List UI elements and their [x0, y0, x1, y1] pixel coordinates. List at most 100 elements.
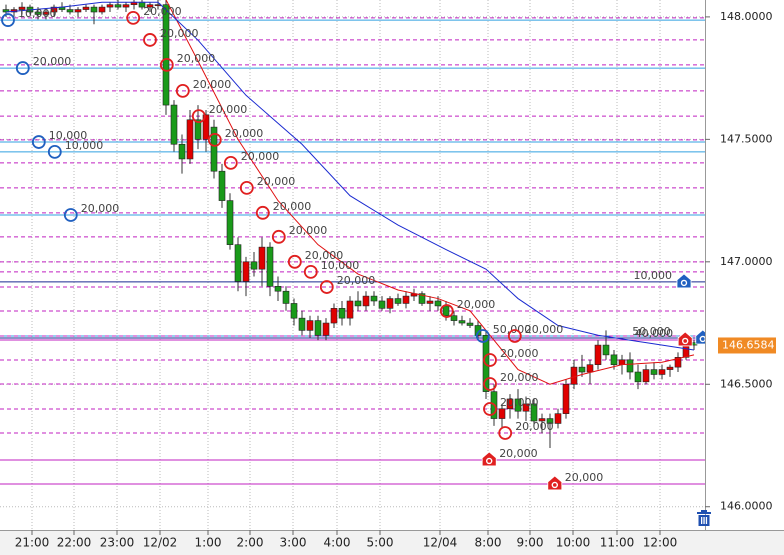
last-price-label: 146.6584 [722, 338, 775, 351]
candle-body [554, 413, 562, 424]
order-marker [483, 402, 497, 416]
candle-body [226, 200, 234, 245]
order-marker [1, 13, 15, 27]
candle-body [378, 300, 386, 309]
order-marker [498, 426, 513, 440]
x-tick-label: 4:00 [324, 536, 351, 550]
candle-body [98, 6, 106, 13]
pending-label: 50,000 [632, 325, 671, 338]
candle-body [570, 366, 578, 385]
candle-body [146, 4, 154, 8]
candle-body [330, 308, 338, 324]
candle-body [50, 6, 58, 13]
candle-body [322, 322, 330, 336]
candle-body [362, 295, 370, 307]
order-marker [483, 377, 497, 391]
candle-body [42, 11, 50, 15]
order-label: 20,000 [515, 420, 554, 433]
order-marker [15, 61, 30, 75]
candle-body [386, 298, 394, 309]
axes: 148.0000 147.5000 147.0000 146.5000 146.0000… [15, 10, 776, 550]
order-marker [175, 83, 190, 98]
candle-body [418, 293, 426, 304]
order-label: 20,000 [525, 323, 564, 336]
x-tick-label: 5:00 [367, 536, 394, 550]
order-marker [191, 109, 206, 123]
x-tick-label: 10:00 [556, 536, 591, 550]
x-tick-label: 12:00 [643, 536, 678, 550]
order-label: 20,000 [500, 371, 539, 384]
x-tick-label: 12/04 [423, 536, 458, 550]
candle-body [402, 295, 410, 304]
candle-body [514, 398, 522, 412]
candle-body [498, 408, 506, 419]
order-label: 10,000 [321, 259, 360, 272]
candle-body [442, 305, 450, 316]
candle-body [290, 303, 298, 319]
order-marker [239, 180, 254, 195]
x-tick-label: 12/02 [143, 536, 178, 550]
candle-body [530, 403, 538, 422]
order-label: 10,000 [49, 129, 88, 142]
x-tick-label: 8:00 [475, 536, 502, 550]
x-tick-label: 21:00 [15, 536, 50, 550]
order-label: 20,000 [160, 27, 199, 40]
candle-body [546, 418, 554, 424]
y-tick-label: 146.5000 [720, 377, 773, 390]
order-marker [47, 144, 62, 159]
candle-body [338, 308, 346, 319]
candle-body [450, 315, 458, 321]
order-label: 10,000 [65, 139, 104, 152]
candle-body [610, 354, 618, 365]
candle-body [186, 119, 194, 160]
order-marker [319, 280, 334, 294]
candle-body [202, 114, 210, 140]
candle-body [626, 359, 634, 373]
order-label: 20,000 [177, 52, 216, 65]
order-marker [126, 10, 141, 25]
order-label: 20,000 [500, 396, 539, 409]
candle-body [562, 383, 570, 414]
candle-body [242, 261, 250, 282]
order-label: 10,000 [18, 7, 57, 20]
candle-body [194, 119, 202, 140]
candle-body [178, 143, 186, 160]
candle-body [674, 357, 682, 368]
trash-icon[interactable] [697, 510, 711, 526]
pending-label: 20,000 [499, 447, 538, 460]
y-tick-label: 147.5000 [720, 132, 773, 145]
x-tick-label: 22:00 [57, 536, 92, 550]
x-tick-label: 23:00 [100, 536, 135, 550]
last-price-box [718, 337, 776, 354]
order-label: 20,000 [241, 150, 279, 163]
moving-average [165, 0, 695, 385]
candle-body [426, 300, 434, 304]
order-label: 20,000 [209, 103, 248, 116]
candle-body [458, 320, 466, 324]
candle-body [170, 104, 178, 145]
order-marker [207, 132, 222, 147]
x-tick-label: 11:00 [600, 536, 635, 550]
pending-marker-dot [699, 335, 705, 343]
order-marker [287, 254, 302, 269]
candle-body [578, 366, 586, 373]
candle-body [538, 418, 546, 422]
candle-body [82, 6, 90, 10]
pending-marker-dot [680, 279, 688, 287]
pending-label: 40,000 [635, 327, 674, 340]
candle-body [642, 369, 650, 383]
order-marker [223, 155, 238, 170]
order-marker [63, 208, 78, 222]
candle-body [650, 369, 658, 375]
orders: 10,00020,00010,00010,00020,00020,00020,0… [1, 5, 705, 491]
order-label: 20,000 [33, 55, 72, 68]
candle-body [658, 369, 666, 375]
candle-body [258, 246, 266, 270]
order-marker [507, 329, 522, 343]
pending-marker-dot [682, 337, 689, 345]
moving-average [5, 1, 695, 351]
order-label: 20,000 [257, 175, 296, 188]
candle-body [394, 298, 402, 304]
x-tick-label: 1:00 [195, 536, 222, 550]
